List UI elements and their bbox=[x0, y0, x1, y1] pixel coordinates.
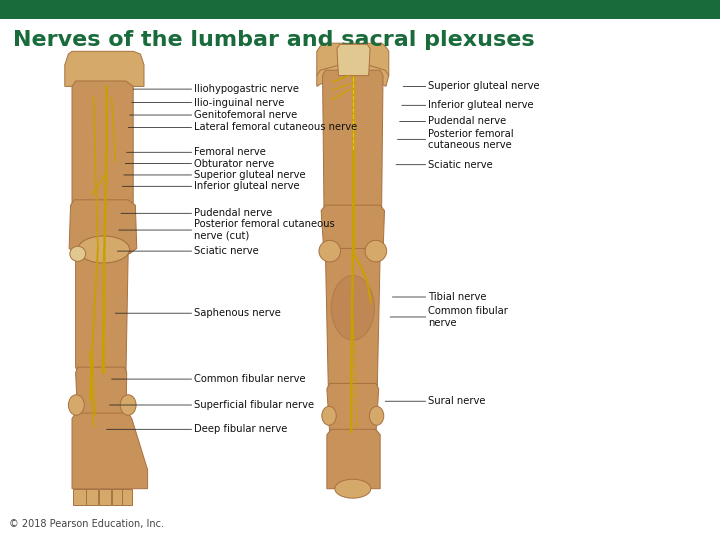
Polygon shape bbox=[317, 43, 389, 76]
Text: Superior gluteal nerve: Superior gluteal nerve bbox=[124, 170, 306, 180]
Text: Inferior gluteal nerve: Inferior gluteal nerve bbox=[402, 100, 534, 110]
Ellipse shape bbox=[70, 246, 86, 261]
Polygon shape bbox=[122, 489, 132, 505]
Polygon shape bbox=[323, 70, 383, 211]
FancyBboxPatch shape bbox=[0, 0, 720, 19]
Text: Common fibular nerve: Common fibular nerve bbox=[112, 374, 306, 384]
Text: Inferior gluteal nerve: Inferior gluteal nerve bbox=[122, 181, 300, 191]
Ellipse shape bbox=[120, 395, 136, 415]
Text: Posterior femoral cutaneous
nerve (cut): Posterior femoral cutaneous nerve (cut) bbox=[119, 219, 335, 241]
Text: Posterior femoral
cutaneous nerve: Posterior femoral cutaneous nerve bbox=[397, 129, 514, 150]
Text: © 2018 Pearson Education, Inc.: © 2018 Pearson Education, Inc. bbox=[9, 519, 163, 529]
Polygon shape bbox=[321, 205, 384, 254]
Polygon shape bbox=[327, 383, 379, 435]
Polygon shape bbox=[327, 429, 380, 489]
Ellipse shape bbox=[322, 406, 336, 426]
Polygon shape bbox=[69, 200, 137, 254]
Ellipse shape bbox=[68, 395, 84, 415]
Text: Sciatic nerve: Sciatic nerve bbox=[117, 246, 259, 256]
Polygon shape bbox=[337, 44, 370, 76]
Text: Superficial fibular nerve: Superficial fibular nerve bbox=[109, 400, 315, 410]
Polygon shape bbox=[76, 248, 128, 373]
Ellipse shape bbox=[78, 236, 130, 263]
Text: Saphenous nerve: Saphenous nerve bbox=[115, 308, 282, 318]
Ellipse shape bbox=[365, 240, 387, 262]
Ellipse shape bbox=[335, 480, 371, 498]
Text: Lateral femoral cutaneous nerve: Lateral femoral cutaneous nerve bbox=[128, 123, 358, 132]
Text: Tibial nerve: Tibial nerve bbox=[392, 292, 487, 302]
Polygon shape bbox=[72, 81, 133, 211]
Text: Genitofemoral nerve: Genitofemoral nerve bbox=[130, 110, 297, 120]
Text: Pudendal nerve: Pudendal nerve bbox=[121, 208, 273, 218]
Text: Iliohypogastric nerve: Iliohypogastric nerve bbox=[133, 84, 300, 94]
Ellipse shape bbox=[319, 240, 341, 262]
Text: Superior gluteal nerve: Superior gluteal nerve bbox=[403, 82, 540, 91]
Polygon shape bbox=[76, 367, 127, 418]
Polygon shape bbox=[99, 489, 111, 505]
Polygon shape bbox=[65, 51, 144, 86]
Polygon shape bbox=[72, 413, 148, 489]
Polygon shape bbox=[325, 248, 380, 389]
Text: Deep fibular nerve: Deep fibular nerve bbox=[107, 424, 288, 434]
Text: Sciatic nerve: Sciatic nerve bbox=[396, 160, 493, 170]
Ellipse shape bbox=[331, 275, 374, 340]
Polygon shape bbox=[86, 489, 98, 505]
Text: Nerves of the lumbar and sacral plexuses: Nerves of the lumbar and sacral plexuses bbox=[13, 30, 534, 50]
Polygon shape bbox=[73, 489, 86, 505]
Ellipse shape bbox=[369, 406, 384, 426]
Text: Common fibular
nerve: Common fibular nerve bbox=[390, 306, 508, 328]
Text: Sural nerve: Sural nerve bbox=[385, 396, 486, 406]
Text: Pudendal nerve: Pudendal nerve bbox=[400, 117, 507, 126]
Polygon shape bbox=[112, 489, 122, 505]
Text: Obturator nerve: Obturator nerve bbox=[125, 159, 274, 168]
Text: Femoral nerve: Femoral nerve bbox=[127, 147, 266, 157]
Text: Ilio-inguinal nerve: Ilio-inguinal nerve bbox=[132, 98, 285, 107]
Polygon shape bbox=[317, 65, 389, 86]
